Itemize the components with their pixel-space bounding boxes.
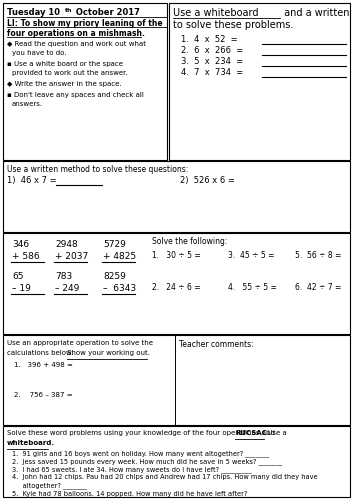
Text: 5.  56 ÷ 8 =: 5. 56 ÷ 8 = [295, 251, 341, 260]
Text: 3.  5  x  234  =: 3. 5 x 234 = [181, 57, 243, 66]
Text: 2)  526 x 6 =: 2) 526 x 6 = [180, 176, 235, 185]
Text: 1.   30 ÷ 5 =: 1. 30 ÷ 5 = [152, 251, 201, 260]
Text: 8259: 8259 [103, 272, 126, 281]
Text: 2.   24 ÷ 6 =: 2. 24 ÷ 6 = [152, 283, 201, 292]
Text: answers.: answers. [12, 101, 43, 107]
Text: 2.    756 – 387 =: 2. 756 – 387 = [14, 392, 73, 398]
Text: + 2037: + 2037 [55, 252, 88, 261]
Bar [169, 3, 350, 160]
Text: Solve the following:: Solve the following: [152, 237, 227, 246]
Text: provided to work out the answer.: provided to work out the answer. [12, 70, 128, 76]
Text: LI: To show my priory leaning of the: LI: To show my priory leaning of the [7, 19, 163, 28]
Text: Show your working out.: Show your working out. [67, 350, 150, 356]
Text: 1)  46 x 7 =: 1) 46 x 7 = [7, 176, 59, 185]
Text: October 2017: October 2017 [73, 8, 140, 17]
Text: Use a written method to solve these questions:: Use a written method to solve these ques… [7, 165, 188, 174]
Bar [3, 233, 350, 334]
Text: to solve these problems.: to solve these problems. [173, 20, 293, 30]
Text: + 586: + 586 [12, 252, 40, 261]
Text: 2.  Jess saved 15 pounds every week. How much did he save in 5 weeks? _______: 2. Jess saved 15 pounds every week. How … [12, 458, 282, 465]
Text: 1.  91 girls and 16 boys went on holiday. How many went altogether? _______: 1. 91 girls and 16 boys went on holiday.… [12, 450, 269, 457]
Text: 2.  6  x  266  =: 2. 6 x 266 = [181, 46, 243, 55]
Text: calculations below.: calculations below. [7, 350, 76, 356]
Bar [3, 335, 350, 425]
Text: 1.  4  x  52  =: 1. 4 x 52 = [181, 35, 238, 44]
Bar [3, 426, 350, 497]
Text: Teacher comments:: Teacher comments: [179, 340, 253, 349]
Text: 6.  42 ÷ 7 =: 6. 42 ÷ 7 = [295, 283, 341, 292]
Text: 4.   55 ÷ 5 =: 4. 55 ÷ 5 = [228, 283, 277, 292]
Text: 4.  7  x  734  =: 4. 7 x 734 = [181, 68, 243, 77]
Text: + 4825: + 4825 [103, 252, 136, 261]
Text: 2948: 2948 [55, 240, 78, 249]
Text: 65: 65 [12, 272, 24, 281]
Text: 783: 783 [55, 272, 72, 281]
Text: 5.  Kyle had 78 balloons. 14 popped. How many did he have left after?  _______: 5. Kyle had 78 balloons. 14 popped. How … [12, 490, 275, 497]
Text: –  6343: – 6343 [103, 284, 136, 293]
Text: ▪ Use a white board or the space: ▪ Use a white board or the space [7, 61, 123, 67]
Text: and a written method: and a written method [281, 8, 353, 18]
Text: you have to do.: you have to do. [12, 50, 66, 56]
Text: 346: 346 [12, 240, 29, 249]
Text: Tuesday 10: Tuesday 10 [7, 8, 60, 17]
Text: altogether? _______: altogether? _______ [12, 482, 87, 489]
Bar [3, 3, 167, 160]
Text: 5729: 5729 [103, 240, 126, 249]
Text: ◆ Write the answer in the space.: ◆ Write the answer in the space. [7, 81, 122, 87]
Bar [3, 161, 350, 232]
Text: Use an appropriate operation to solve the: Use an appropriate operation to solve th… [7, 340, 153, 346]
Text: ◆ Read the question and work out what: ◆ Read the question and work out what [7, 41, 146, 47]
Text: Use a whiteboard: Use a whiteboard [173, 8, 258, 18]
Text: Use a: Use a [265, 430, 287, 436]
Text: – 19: – 19 [12, 284, 31, 293]
Text: – 249: – 249 [55, 284, 79, 293]
Text: whiteboard.: whiteboard. [7, 440, 55, 446]
Text: th: th [65, 8, 72, 13]
Text: four operations on a mishmash.: four operations on a mishmash. [7, 29, 145, 38]
Text: 3.  45 ÷ 5 =: 3. 45 ÷ 5 = [228, 251, 275, 260]
Text: Solve these word problems using your knowledge of the four operations and: Solve these word problems using your kno… [7, 430, 277, 436]
Text: 4.  John had 12 chips. Pau had 20 chips and Andrew had 17 chips. How many did th: 4. John had 12 chips. Pau had 20 chips a… [12, 474, 318, 480]
Text: 3.  I had 65 sweets. I ate 34. How many sweets do I have left? _________: 3. I had 65 sweets. I ate 34. How many s… [12, 466, 252, 473]
Text: ▪ Don't leave any spaces and check all: ▪ Don't leave any spaces and check all [7, 92, 144, 98]
Text: 1.   396 + 498 =: 1. 396 + 498 = [14, 362, 73, 368]
Text: RUCSAC.: RUCSAC. [235, 430, 269, 436]
